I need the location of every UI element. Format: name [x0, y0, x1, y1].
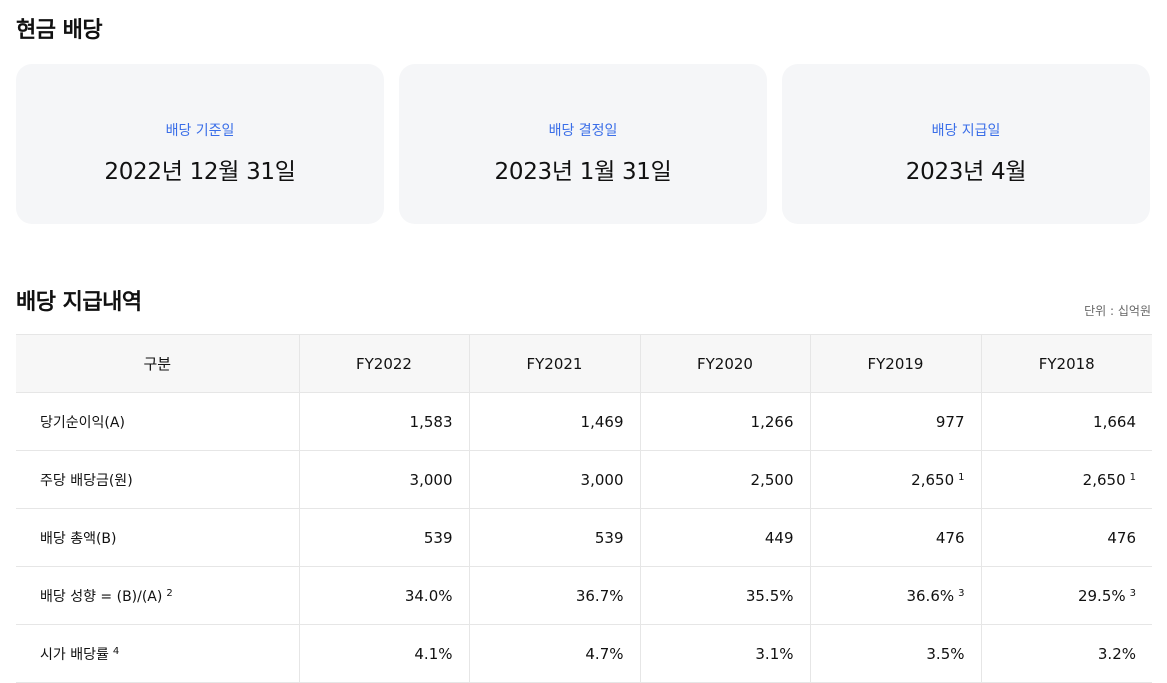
- table-cell: 3.1%: [639, 624, 810, 683]
- table-cell: 2,650 1: [980, 450, 1152, 509]
- table-cell: 3.5%: [809, 624, 981, 683]
- record-date-card: 배당 기준일 2022년 12월 31일: [16, 64, 384, 224]
- footnote-marker: 3: [1129, 587, 1136, 599]
- cell-value: 3,000: [409, 470, 453, 489]
- column-header: FY2019: [809, 334, 981, 393]
- cell-value: 36.7%: [575, 586, 624, 605]
- cell-value: 35.5%: [745, 586, 794, 605]
- table-row: 주당 배당금(원) 3,000 3,000 2,500 2,650 1 2,650 1: [16, 450, 1152, 509]
- cash-dividend-title: 현금 배당: [16, 18, 103, 43]
- card-value: 2023년 1월 31일: [494, 159, 672, 185]
- row-label-text: 당기순이익(A): [40, 414, 125, 431]
- card-value: 2022년 12월 31일: [104, 159, 296, 185]
- table-cell: 476: [809, 508, 981, 567]
- footnote-marker: 2: [166, 587, 173, 599]
- footnote-marker: 4: [112, 645, 120, 657]
- footnote-marker: 1: [958, 471, 965, 483]
- cell-value: 2,650: [911, 470, 955, 489]
- cell-value: 3,000: [580, 470, 624, 489]
- table-cell: 977: [809, 392, 981, 451]
- column-header: FY2021: [468, 334, 640, 393]
- cell-value: 1,469: [580, 412, 624, 431]
- cell-value: 29.5%: [1077, 586, 1126, 605]
- cell-value: 1,266: [750, 412, 794, 431]
- card-value: 2023년 4월: [905, 159, 1027, 185]
- card-label: 배당 기준일: [165, 123, 235, 139]
- column-header: 구분: [16, 334, 299, 393]
- table-row: 배당 총액(B) 539 539 449 476 476: [16, 508, 1152, 567]
- table-cell: 449: [639, 508, 810, 567]
- cell-value: 1,664: [1093, 412, 1136, 431]
- table-cell: 3,000: [298, 450, 469, 509]
- row-label-text: 주당 배당금(원): [40, 472, 133, 489]
- table-cell: 476: [980, 508, 1152, 567]
- table-cell: 34.0%: [298, 566, 469, 625]
- table-cell: 4.1%: [298, 624, 469, 683]
- cell-value: 539: [594, 528, 624, 547]
- cell-value: 1,583: [409, 412, 453, 431]
- table-cell: 2,500: [639, 450, 810, 509]
- card-label: 배당 결정일: [548, 123, 618, 139]
- dividend-date-cards: 배당 기준일 2022년 12월 31일 배당 결정일 2023년 1월 31일…: [16, 64, 1150, 224]
- cell-value: 4.1%: [414, 644, 453, 663]
- cell-value: 539: [423, 528, 453, 547]
- row-label: 시가 배당률 4: [16, 624, 299, 683]
- table-cell: 35.5%: [639, 566, 810, 625]
- cell-value: 2,500: [750, 470, 794, 489]
- cell-value: 3.2%: [1097, 644, 1136, 663]
- cell-value: 476: [1107, 528, 1136, 547]
- dividend-history-table: 구분 FY2022 FY2021 FY2020 FY2019 FY2018 당기…: [16, 334, 1152, 683]
- table-cell: 29.5% 3: [980, 566, 1152, 625]
- table-cell: 2,650 1: [809, 450, 981, 509]
- cell-value: 2,650: [1082, 470, 1126, 489]
- table-row: 시가 배당률 4 4.1% 4.7% 3.1% 3.5% 3.2%: [16, 624, 1152, 683]
- footnote-marker: 3: [958, 587, 965, 599]
- card-label: 배당 지급일: [931, 123, 1001, 139]
- cell-value: 476: [935, 528, 965, 547]
- row-label-text: 배당 성향 = (B)/(A): [40, 588, 163, 605]
- row-label-text: 배당 총액(B): [40, 530, 117, 547]
- row-label-text: 시가 배당률: [40, 646, 109, 663]
- table-row: 당기순이익(A) 1,583 1,469 1,266 977 1,664: [16, 392, 1152, 451]
- table-row: 배당 성향 = (B)/(A) 2 34.0% 36.7% 35.5% 36.6% 3 29.…: [16, 566, 1152, 625]
- column-header: FY2022: [298, 334, 469, 393]
- table-cell: 3.2%: [980, 624, 1152, 683]
- row-label: 배당 성향 = (B)/(A) 2: [16, 566, 299, 625]
- table-cell: 1,266: [639, 392, 810, 451]
- cell-value: 977: [935, 412, 965, 431]
- payment-date-card: 배당 지급일 2023년 4월: [782, 64, 1150, 224]
- row-label: 주당 배당금(원): [16, 450, 299, 509]
- table-cell: 4.7%: [468, 624, 640, 683]
- table-cell: 539: [298, 508, 469, 567]
- table-header-row: 구분 FY2022 FY2021 FY2020 FY2019 FY2018: [16, 334, 1152, 393]
- dividend-history-title: 배당 지급내역: [16, 290, 142, 315]
- column-header: FY2020: [639, 334, 810, 393]
- table-cell: 1,583: [298, 392, 469, 451]
- cell-value: 4.7%: [585, 644, 624, 663]
- cell-value: 34.0%: [404, 586, 453, 605]
- cell-value: 449: [764, 528, 794, 547]
- unit-note: 단위 : 십억원: [1084, 304, 1151, 318]
- row-label: 배당 총액(B): [16, 508, 299, 567]
- table-cell: 36.6% 3: [809, 566, 981, 625]
- table-cell: 3,000: [468, 450, 640, 509]
- cell-value: 3.1%: [755, 644, 794, 663]
- cell-value: 36.6%: [906, 586, 955, 605]
- table-cell: 539: [468, 508, 640, 567]
- row-label: 당기순이익(A): [16, 392, 299, 451]
- table-cell: 1,664: [980, 392, 1152, 451]
- cell-value: 3.5%: [926, 644, 965, 663]
- column-header: FY2018: [980, 334, 1152, 393]
- footnote-marker: 1: [1129, 471, 1136, 483]
- decision-date-card: 배당 결정일 2023년 1월 31일: [399, 64, 767, 224]
- table-cell: 1,469: [468, 392, 640, 451]
- table-cell: 36.7%: [468, 566, 640, 625]
